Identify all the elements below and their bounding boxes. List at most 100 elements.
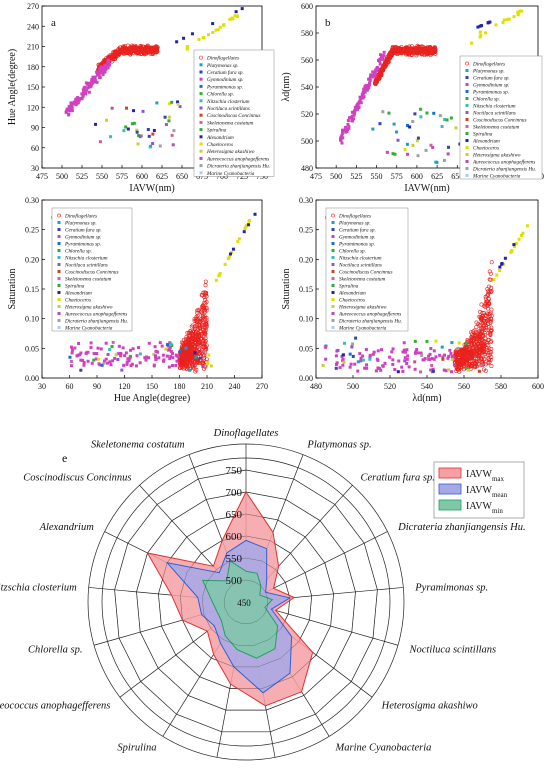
data-point — [419, 48, 424, 53]
data-point — [182, 36, 186, 40]
data-point — [383, 361, 387, 365]
data-point — [125, 362, 129, 366]
y-tick-label: 540 — [301, 83, 313, 92]
data-point — [394, 47, 399, 52]
legend-marker — [57, 312, 61, 315]
data-point — [379, 53, 383, 57]
data-point — [376, 67, 380, 71]
grid-ring-overlay — [201, 557, 291, 646]
data-point — [98, 70, 102, 74]
legend-marker — [465, 167, 469, 170]
data-point — [443, 118, 447, 122]
data-point — [125, 360, 129, 364]
data-point — [487, 284, 492, 289]
data-point — [69, 345, 73, 349]
data-point — [92, 358, 96, 362]
data-point — [100, 67, 104, 71]
data-point — [203, 345, 208, 350]
legend-label: Marine Cyanobacteria — [206, 171, 255, 177]
data-point — [350, 114, 354, 118]
x-tick-label: 480 — [310, 382, 322, 391]
data-point — [396, 370, 400, 374]
legend-marker — [199, 55, 203, 60]
legend-label: Alexandrium — [338, 291, 366, 297]
data-point — [395, 130, 399, 134]
data-point — [350, 118, 354, 122]
data-point — [367, 77, 371, 81]
y-tick-label: 150 — [27, 83, 39, 92]
legend-label: Dicrateria zhanjiangensis Hu. — [64, 319, 128, 325]
data-point — [147, 341, 151, 345]
data-point — [481, 364, 485, 368]
data-point — [96, 71, 100, 75]
data-point — [117, 344, 121, 348]
data-point — [77, 98, 81, 102]
legend-marker — [199, 63, 203, 67]
category-label: Noctiluca scintillans — [409, 645, 497, 656]
data-point — [381, 110, 385, 114]
data-point — [81, 94, 85, 98]
data-point — [321, 364, 325, 368]
data-point — [350, 110, 354, 114]
legend-label: Heterosigma akashiwo — [64, 305, 113, 311]
spoke-extension — [334, 485, 353, 505]
y-tick-label: 0.15 — [25, 285, 39, 294]
y-tick-label: 0.05 — [25, 344, 39, 353]
legend-marker — [465, 104, 469, 107]
legend-label: Coscinodiscus Concinnus — [473, 118, 526, 124]
data-point — [106, 64, 110, 68]
data-point — [98, 76, 102, 80]
data-point — [123, 354, 127, 358]
data-point — [73, 346, 77, 350]
data-point — [188, 368, 192, 372]
legend-marker — [57, 298, 61, 301]
x-tick-label: 270 — [256, 382, 268, 391]
data-point — [409, 47, 414, 52]
data-point — [175, 40, 179, 44]
legend-marker — [331, 213, 335, 218]
data-point — [489, 285, 494, 290]
data-point — [228, 252, 232, 256]
data-point — [367, 81, 371, 85]
data-point — [98, 363, 102, 367]
data-point — [379, 70, 384, 75]
data-point — [201, 364, 205, 368]
data-point — [454, 126, 458, 130]
data-point — [170, 133, 174, 137]
legend-label: Spirulina — [65, 284, 85, 290]
legend-marker — [331, 263, 335, 266]
data-point — [107, 60, 111, 64]
data-point — [371, 352, 375, 356]
data-point — [392, 122, 396, 126]
data-point — [200, 314, 205, 319]
data-point — [474, 359, 479, 364]
data-point — [481, 339, 486, 344]
data-point — [145, 43, 150, 48]
data-point — [79, 368, 83, 372]
data-point — [365, 363, 369, 367]
data-point — [187, 331, 192, 336]
data-point — [391, 347, 395, 351]
data-point — [419, 351, 423, 355]
legend-label: Platymonas sp. — [472, 69, 505, 75]
data-point — [137, 134, 141, 138]
y-axis-label: Hue Angle(degree) — [7, 49, 18, 125]
data-point — [347, 125, 351, 129]
data-point — [99, 65, 103, 69]
data-point — [153, 354, 157, 358]
data-point — [122, 129, 126, 133]
data-point — [447, 145, 451, 149]
data-point — [135, 128, 139, 132]
data-point — [373, 74, 377, 78]
data-point — [245, 223, 249, 227]
data-point — [410, 50, 415, 55]
legend-label: Aureococcus anophagefferens — [338, 311, 401, 318]
data-point — [413, 367, 417, 371]
data-point — [450, 357, 454, 361]
x-tick-label: 650 — [176, 172, 188, 181]
data-point — [361, 90, 365, 94]
data-point — [110, 106, 114, 110]
y-tick-label: 0.15 — [299, 285, 313, 294]
data-point — [194, 367, 199, 372]
panel-e: e 500 550 600 650 700 750 450 Dinoflagellates Pla… — [0, 428, 526, 771]
